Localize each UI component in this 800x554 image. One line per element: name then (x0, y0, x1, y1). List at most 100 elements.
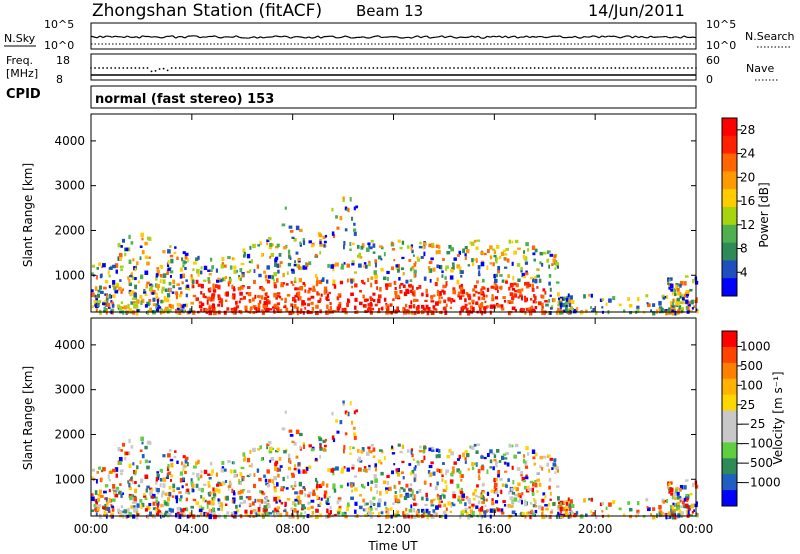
power-cell (567, 308, 570, 311)
power-cell (520, 266, 523, 271)
velocity-cell (437, 504, 442, 508)
velocity-cell (118, 510, 123, 515)
velocity-cell (233, 473, 237, 478)
velocity-cell (397, 443, 401, 447)
power-cell (531, 287, 535, 292)
velocity-cell (460, 487, 463, 492)
velocity-cell (139, 460, 142, 465)
power-cell (374, 303, 378, 307)
velocity-cell (207, 481, 210, 486)
velocity-cell (280, 488, 284, 492)
velocity-cell (104, 511, 108, 516)
velocity-cell (315, 486, 319, 491)
power-cell (599, 298, 603, 302)
power-cell (432, 294, 436, 297)
velocity-cell (156, 488, 160, 493)
power-cell (287, 249, 291, 254)
velocity-cell (135, 469, 138, 474)
velocity-cell (413, 477, 416, 483)
power-cell (346, 298, 350, 303)
power-cell (423, 251, 426, 257)
power-cell (480, 251, 484, 255)
velocity-cell (496, 489, 499, 493)
power-cell (267, 275, 271, 279)
power-cell (508, 239, 512, 244)
velocity-cell (91, 509, 95, 512)
velocity-cell (300, 512, 303, 517)
power-cell (286, 271, 289, 275)
velocity-cell (525, 446, 529, 451)
power-cell (496, 245, 500, 249)
power-cell (103, 310, 107, 313)
velocity-cell (501, 483, 505, 487)
nsky-segment (121, 36, 125, 39)
velocity-cell (521, 476, 526, 482)
power-cell (254, 306, 258, 310)
velocity-cell (265, 482, 269, 486)
power-cell (144, 255, 148, 260)
velocity-cell (669, 487, 674, 493)
velocity-cell (302, 469, 306, 474)
power-cell (145, 311, 148, 315)
nsky-segment (674, 36, 678, 38)
cpid-text: normal (fast stereo) 153 (95, 92, 274, 107)
nave-dot (295, 67, 298, 69)
velocity-cell (368, 510, 372, 516)
nsky-segment (163, 35, 167, 39)
velocity-cell (372, 447, 376, 452)
power-cell (407, 311, 410, 315)
velocity-cell (489, 508, 494, 513)
velocity-cell (457, 498, 461, 502)
nave-dot (271, 67, 274, 69)
power-cell (279, 261, 283, 264)
power-cell (212, 289, 217, 293)
power-cell (445, 303, 448, 307)
velocity-cell (427, 510, 431, 515)
velocity-cell (427, 470, 431, 474)
power-cell (416, 256, 420, 260)
power-cell (121, 238, 126, 243)
velocity-cell (95, 506, 99, 511)
velocity-cell (152, 493, 156, 498)
power-cell (178, 287, 182, 290)
velocity-cell (508, 443, 512, 448)
colorbar-segment (722, 135, 737, 155)
power-cell (521, 288, 524, 292)
velocity-cell (452, 503, 456, 507)
power-cell (480, 288, 483, 292)
power-cell (386, 270, 390, 275)
power-cell (307, 303, 311, 307)
power-cell (237, 286, 242, 291)
power-cell (167, 249, 171, 254)
velocity-cell (548, 477, 552, 482)
velocity-cell (567, 497, 570, 501)
velocity-cell (524, 476, 529, 480)
velocity-cell (422, 510, 425, 515)
nsky-segment (505, 35, 509, 39)
velocity-cell (317, 503, 321, 508)
nave-dot (279, 67, 282, 69)
power-cell (304, 306, 307, 310)
power-cell (329, 302, 332, 306)
power-cell (458, 250, 462, 255)
nsky-tick-bottom: 10^0 (44, 39, 74, 52)
power-cell (159, 308, 162, 311)
velocity-cell (294, 464, 297, 468)
power-cell (242, 248, 246, 253)
velocity-cell (377, 502, 381, 508)
velocity-cell (413, 473, 417, 478)
power-cell (503, 299, 507, 303)
power-cell (521, 308, 525, 312)
velocity-cell (475, 462, 478, 467)
power-cell (299, 228, 303, 233)
velocity-cell (332, 486, 336, 490)
power-cell (200, 302, 205, 307)
power-cell (118, 306, 123, 311)
power-cell (691, 307, 694, 310)
power-cell (315, 304, 319, 309)
velocity-cell (162, 483, 166, 488)
velocity-cell (370, 501, 374, 506)
power-cell (293, 263, 297, 267)
